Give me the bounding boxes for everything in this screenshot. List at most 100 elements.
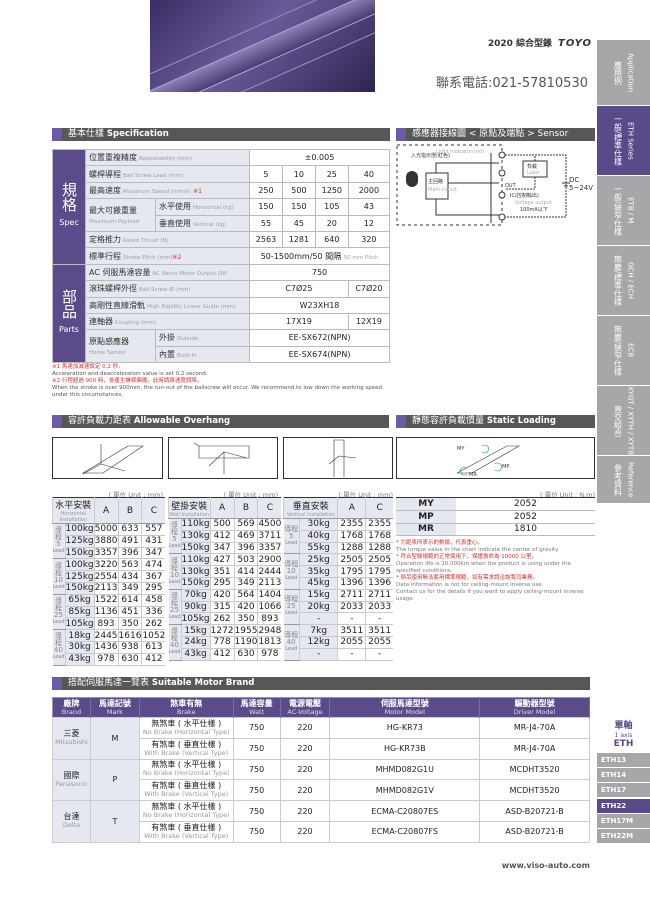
- text-label: 入光指示燈(紅色): [411, 152, 450, 159]
- value-cell: 350: [233, 612, 258, 626]
- text-label: 原點感應器: [89, 337, 129, 347]
- value-cell: 2355: [365, 518, 393, 531]
- motor-model-cell: MHMD082G1U: [329, 758, 481, 781]
- table-row: 130kg 412 469 3711: [169, 530, 282, 543]
- text-label: Ball Screw Lead (mm): [123, 172, 184, 179]
- table-cell: 2000: [347, 181, 391, 200]
- nav-eth13[interactable]: ETH13: [597, 753, 650, 768]
- install-type-zh: 壁掛安裝: [171, 501, 208, 512]
- nav-eth14[interactable]: ETH14: [597, 768, 650, 784]
- sidebar-tab-reference[interactable]: 參考資料 Reference: [597, 456, 650, 504]
- value-cell: 1616: [117, 629, 142, 642]
- lead-en: Lead: [285, 575, 298, 582]
- nav-eth22[interactable]: ETH22: [597, 798, 650, 814]
- text-label: 最大可搬重量: [89, 206, 137, 216]
- value-cell: 5000: [93, 523, 119, 536]
- section-header-allowable-overhang: 容許負載力距表 Allowable Overhang: [52, 415, 389, 428]
- table-row: 導程 10 Lead 100kg 3220 563 474: [52, 558, 166, 595]
- payload-cell: 150kg: [64, 547, 95, 560]
- table-header-row: 壁掛安裝 Wall Installation A B C: [168, 497, 282, 519]
- lead-zh: 導程: [55, 561, 62, 577]
- text-label: OUT: [505, 183, 517, 189]
- text-label: ※1: [193, 187, 202, 195]
- brake-cell: 無煞車 ( 水平仕樣 ) No Brake (Horizontal Type): [138, 800, 234, 822]
- table-cell: 外掛 Outside: [154, 329, 251, 347]
- sidebar-tab-ecb[interactable]: 無塵/狹窄仕樣 ECB: [597, 316, 650, 386]
- supply-voltage-label: DC 5~24V: [569, 176, 594, 192]
- watt-cell: 750: [232, 717, 281, 739]
- text-label: 高剛性直線滑軌: [89, 300, 145, 310]
- motor-model-cell: MHMD082G1V: [329, 779, 481, 802]
- sidebar-tab-gch-ech[interactable]: 無塵/標準仕樣 GCH / ECH: [597, 246, 650, 316]
- voltage-cell: 220: [279, 717, 331, 739]
- value-cell: 1955: [233, 624, 258, 637]
- value-cell: 3220: [93, 558, 119, 572]
- value-cell: 3511: [337, 624, 366, 637]
- text-label: 感應器接線圖 < 原點及端點 > Sensor Layout: [412, 129, 569, 152]
- text-label: Outside: [177, 336, 199, 343]
- value-cell: 3357: [257, 542, 282, 555]
- driver-model-cell: MCDHT3520: [479, 779, 590, 802]
- sidebar-tab-xygt-xyth-xytb[interactable]: 直交組合 XYGT / XYTH / XYTB: [597, 386, 650, 456]
- install-type-en: Horizontal Installation: [59, 511, 88, 523]
- text-label: Home Sensor: [89, 350, 126, 357]
- column-header-b: B: [233, 497, 258, 519]
- section-header-static-loading-moment: 靜態容許負載慣量 Static Loading Moment: [396, 415, 595, 439]
- sidebar-tab-etb-m[interactable]: 一般/狹窄仕樣 ETB / M: [597, 176, 650, 246]
- table-row: 有煞車 ( 垂直仕樣 ) With Brake (Vertical Type) 75…: [53, 737, 590, 760]
- note-line: ※2 行程超過 900 時，會產生螺桿偏擺，此時請將速度調降。: [52, 378, 203, 384]
- header-en: Watt: [249, 707, 265, 716]
- watt-cell: 750: [232, 737, 281, 760]
- sidebar-tab-sublabel: ECB: [626, 343, 635, 358]
- driver-model-cell: ASD-B20721-B: [479, 800, 590, 822]
- brake-zh: 無煞車 ( 水平仕樣 ): [151, 802, 222, 812]
- sidebar-tab-sublabel: XYGT / XYTH / XYTB: [626, 386, 635, 455]
- moment-diagram: MY MP MR: [396, 437, 595, 479]
- mark-cell: P: [89, 758, 140, 802]
- table-row: 導程 25 Lead 70kg 420 564 1404: [168, 589, 282, 626]
- table-row: 導程 5 Lead 30kg 2355 2355: [283, 518, 393, 555]
- nav-eth22m[interactable]: ETH22M: [597, 829, 650, 844]
- table-cell: 105: [314, 198, 349, 216]
- sidebar-tab-eth-series[interactable]: 一般/標準仕樣 ETH Series: [597, 106, 650, 176]
- text-label: 部品: [60, 288, 78, 319]
- sidebar-tab-label: 無塵/狹窄仕樣: [613, 325, 623, 376]
- table-cell: 40: [347, 165, 391, 183]
- lead-en: Lead: [52, 654, 65, 661]
- product-photo: [150, 0, 375, 92]
- lead-en: Lead: [52, 548, 65, 555]
- column-header-c: C: [257, 497, 282, 519]
- motor-model-cell: HG-KR73: [329, 717, 481, 739]
- install-type-header: 垂直安裝 Vertical Installation: [282, 497, 338, 519]
- table-row: 40kg 1768 1768: [284, 530, 393, 543]
- brake-cell: 有煞車 ( 垂直仕樣 ) With Brake (Vertical Type): [138, 737, 234, 760]
- table-cell: C7Ø25: [249, 280, 349, 298]
- table-row: 導程 25 Lead 15kg 2711 2711: [283, 589, 393, 626]
- overhang-table-horizontal: 水平安裝 Horizontal Installation A B C 導程 5 Lead 100…: [52, 497, 166, 666]
- nav-eth17m[interactable]: ETH17M: [597, 813, 650, 829]
- nav-eth17[interactable]: ETH17: [597, 783, 650, 799]
- table-cell: ±0.005: [249, 148, 390, 167]
- text-label: Vertical (kg): [193, 221, 227, 228]
- text-label: ETH: [613, 739, 634, 749]
- payload-cell: 15kg: [298, 589, 338, 602]
- brake-cell: 無煞車 ( 水平仕樣 ) No Brake (Horizontal Type): [138, 717, 234, 739]
- table-row: MP 2052: [396, 510, 595, 524]
- sidebar-tab-application[interactable]: 應用例 Application: [597, 40, 650, 106]
- payload-cell: 30kg: [298, 518, 338, 531]
- text-label: Parts: [59, 324, 79, 334]
- value-cell: 564: [233, 589, 258, 602]
- table-row: ---: [284, 612, 393, 626]
- motor-model-cell: ECMA-C20807FS: [329, 820, 481, 843]
- value-cell: 1396: [337, 577, 366, 590]
- value-cell: 978: [257, 648, 282, 661]
- brand-en: Delta: [62, 821, 81, 830]
- value-cell: 434: [117, 570, 142, 583]
- brand-zh: 三菱: [63, 729, 80, 739]
- value-cell: 2355: [337, 518, 366, 531]
- brake-en: With Brake (Vertical Type): [144, 831, 229, 840]
- value-cell: 2033: [365, 601, 393, 614]
- value-cell: 491: [117, 535, 142, 548]
- table-row: 150kg 295 349 2113: [169, 577, 282, 590]
- lead-en: Lead: [285, 645, 298, 652]
